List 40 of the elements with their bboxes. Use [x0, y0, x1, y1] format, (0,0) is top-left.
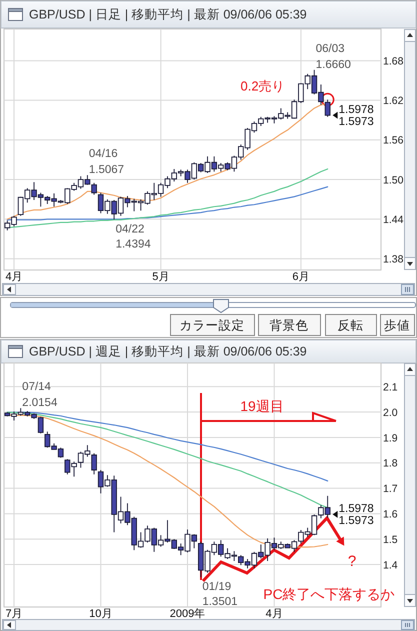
annotation: 19週目 [240, 398, 284, 414]
ytick-label: 1.56 [383, 134, 404, 147]
ytick-label: 1.62 [383, 95, 404, 108]
ytick-label: 1.8 [383, 458, 398, 470]
title: GBP/USD | 週足 | 移動平均 | 最新 09/06/06 05:39 [29, 344, 307, 358]
xtick-label: 2009年 [170, 608, 206, 620]
annotation: 01/19 1.3501 [202, 581, 238, 608]
xtick-label: 6月 [292, 271, 310, 283]
annotation: ? [348, 553, 356, 570]
ytick-label: 1.50 [383, 174, 404, 186]
xtick-label: 7月 [5, 608, 23, 620]
annotation: 1.5978 [338, 104, 374, 116]
annotation: 04/16 1.5067 [88, 148, 124, 176]
xtick-label: 4月 [266, 608, 283, 620]
button-label: カラー設定 [180, 318, 244, 332]
annotation: 06/03 1.6660 [316, 42, 351, 71]
ytick-label: 1.38 [383, 254, 404, 266]
ytick-label: 2.1 [383, 381, 398, 394]
annotation: 1.5973 [338, 514, 374, 527]
annotation: 1.5978 [338, 502, 374, 515]
annotation: 07/14 2.0154 [22, 381, 58, 410]
ytick-label: 1.6 [383, 508, 398, 521]
button-label: 反転 [338, 318, 364, 332]
button-label: 背景色 [270, 318, 308, 332]
ytick-label: 2.0 [383, 406, 398, 419]
title: GBP/USD | 日足 | 移動平均 | 最新 09/06/06 05:39 [29, 8, 307, 22]
ytick-label: 1.44 [383, 214, 404, 226]
ytick-label: 1.4 [383, 559, 398, 572]
annotation: 0.2売り [240, 78, 285, 94]
annotation: PC終了へ下落するか [263, 586, 395, 602]
ytick-label: 1.7 [383, 483, 398, 496]
annotation: 04/22 1.4394 [116, 224, 151, 251]
xtick-label: 10月 [89, 608, 112, 620]
button-label: 歩値 [384, 318, 410, 332]
annotation: 1.5973 [338, 116, 374, 128]
ytick-label: 1.9 [383, 432, 398, 444]
xtick-label: 4月 [5, 271, 23, 283]
ytick-label: 1.68 [383, 56, 404, 68]
xtick-label: 5月 [152, 271, 170, 283]
ytick-label: 1.5 [383, 534, 398, 546]
